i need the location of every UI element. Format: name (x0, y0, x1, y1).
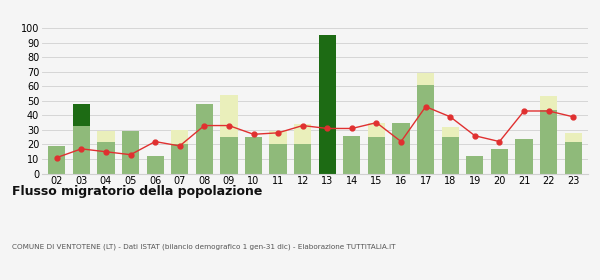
Bar (368, 123, 385, 137)
Bar (417, 85, 434, 174)
Bar (319, 35, 336, 174)
Bar (515, 139, 533, 174)
Bar (343, 136, 361, 174)
Text: COMUNE DI VENTOTENE (LT) - Dati ISTAT (bilancio demografico 1 gen-31 dic) - Elab: COMUNE DI VENTOTENE (LT) - Dati ISTAT (b… (12, 244, 395, 250)
Bar (392, 123, 410, 174)
Bar (97, 131, 115, 142)
Bar (466, 156, 484, 174)
Bar (269, 144, 287, 174)
Bar (146, 156, 164, 174)
Bar (540, 96, 557, 109)
Bar (269, 131, 287, 144)
Bar (97, 142, 115, 174)
Bar (73, 104, 90, 125)
Bar (48, 146, 65, 174)
Bar (220, 137, 238, 174)
Bar (294, 124, 311, 144)
Bar (417, 73, 434, 85)
Bar (171, 130, 188, 144)
Bar (491, 149, 508, 174)
Bar (196, 104, 213, 174)
Bar (171, 144, 188, 174)
Bar (442, 137, 459, 174)
Bar (565, 133, 582, 142)
Text: Flusso migratorio della popolazione: Flusso migratorio della popolazione (12, 185, 262, 198)
Bar (294, 144, 311, 174)
Bar (540, 109, 557, 174)
Bar (442, 127, 459, 137)
Bar (565, 142, 582, 174)
Bar (368, 137, 385, 174)
Bar (220, 95, 238, 137)
Bar (122, 131, 139, 174)
Bar (245, 137, 262, 174)
Bar (73, 125, 90, 174)
